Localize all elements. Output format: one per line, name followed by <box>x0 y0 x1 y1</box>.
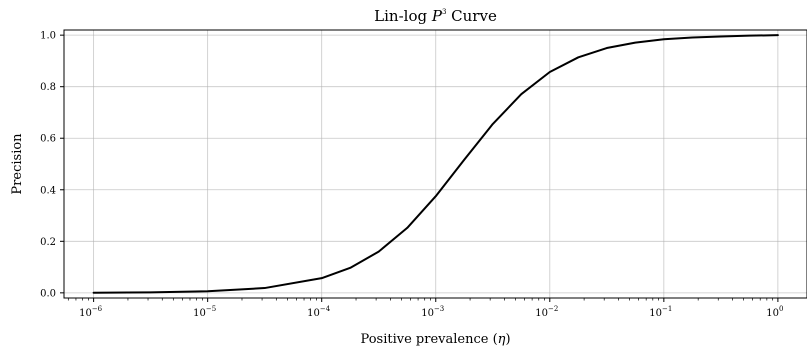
title-sup: 3 <box>442 8 446 16</box>
precision-curve <box>92 34 779 294</box>
xlabel-suffix: ) <box>505 332 510 347</box>
x-tick-exponent: 0 <box>779 305 783 313</box>
x-tick-label: 10−4 <box>307 305 331 319</box>
x-tick-base: 10 <box>307 308 320 319</box>
x-tick-label: 10−1 <box>649 305 672 319</box>
x-tick-base: 10 <box>193 308 206 319</box>
x-tick-exponent: −4 <box>320 305 331 313</box>
grid <box>64 30 807 298</box>
curve-layer <box>92 34 779 294</box>
x-tick-exponent: −2 <box>548 305 558 313</box>
x-tick-label: 10−6 <box>79 305 103 319</box>
y-tick-label: 0.4 <box>40 185 56 196</box>
title-prefix: Lin-log <box>374 7 432 25</box>
y-tick-label: 0.0 <box>40 288 56 299</box>
x-tick-base: 10 <box>421 308 434 319</box>
y-tick-label: 0.6 <box>40 134 56 145</box>
y-tick-label: 0.2 <box>40 237 56 248</box>
xlabel-var: η <box>498 332 506 347</box>
y-tick-label: 0.8 <box>40 82 56 93</box>
x-tick-base: 10 <box>535 308 548 319</box>
axes: 0.00.20.40.60.81.010−6 10−5 10−4 10−3 10−2 10… <box>40 31 783 319</box>
x-tick-label: 100 <box>766 305 783 319</box>
xlabel-prefix: Positive prevalence ( <box>360 332 497 347</box>
title-suffix: Curve <box>446 7 497 25</box>
x-tick-base: 10 <box>79 308 92 319</box>
x-tick-exponent: −1 <box>662 305 672 313</box>
x-tick-base: 10 <box>766 308 779 319</box>
title-var: P <box>431 7 443 25</box>
x-axis-label: Positive prevalence (η) <box>360 332 510 347</box>
x-tick-label: 10−3 <box>421 305 444 319</box>
x-tick-base: 10 <box>649 308 662 319</box>
x-tick-label: 10−2 <box>535 305 558 319</box>
chart-title: Lin-log P3 Curve <box>374 7 497 25</box>
x-tick-exponent: −3 <box>434 305 444 313</box>
x-tick-label: 10−5 <box>193 305 216 319</box>
y-tick-label: 1.0 <box>40 31 56 42</box>
x-tick-exponent: −6 <box>92 305 103 313</box>
x-tick-exponent: −5 <box>206 305 216 313</box>
y-axis-label: Precision <box>10 133 25 195</box>
